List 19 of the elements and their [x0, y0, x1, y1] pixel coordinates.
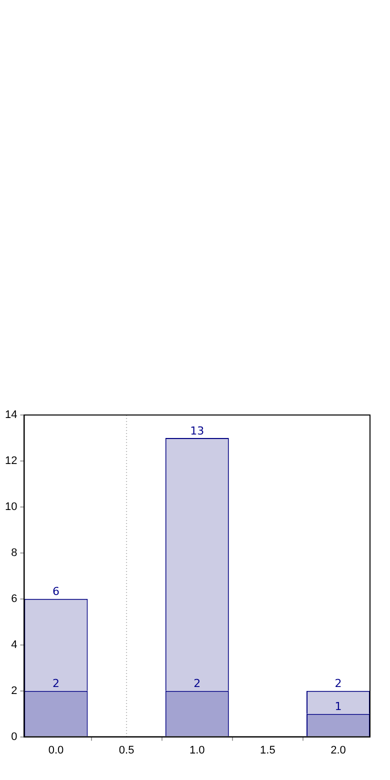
data-label: 2 — [194, 677, 201, 690]
y-tick-label: 2 — [11, 684, 18, 697]
total-label: 2 — [334, 677, 342, 690]
data-label: 2 — [52, 677, 60, 690]
y-tick-label: 0 — [11, 730, 18, 743]
data-label: 1 — [334, 700, 342, 714]
x-tick-label: 0.5 — [118, 744, 134, 756]
x-tick-label: 1.0 — [189, 744, 205, 756]
x-tick-label: 1.5 — [260, 744, 276, 756]
y-tick-label: 10 — [4, 500, 18, 513]
x-tick-label: 0.0 — [48, 744, 64, 756]
y-tick-label: 4 — [11, 638, 18, 651]
x-tick-label: 2.0 — [330, 744, 346, 756]
total-label: 6 — [52, 585, 60, 598]
y-tick-label: 12 — [4, 455, 18, 468]
y-tick-label: 8 — [11, 546, 18, 559]
y-tick-label: 6 — [11, 592, 18, 605]
y-tick-label: 14 — [4, 409, 18, 422]
total-label: 13 — [190, 424, 204, 438]
